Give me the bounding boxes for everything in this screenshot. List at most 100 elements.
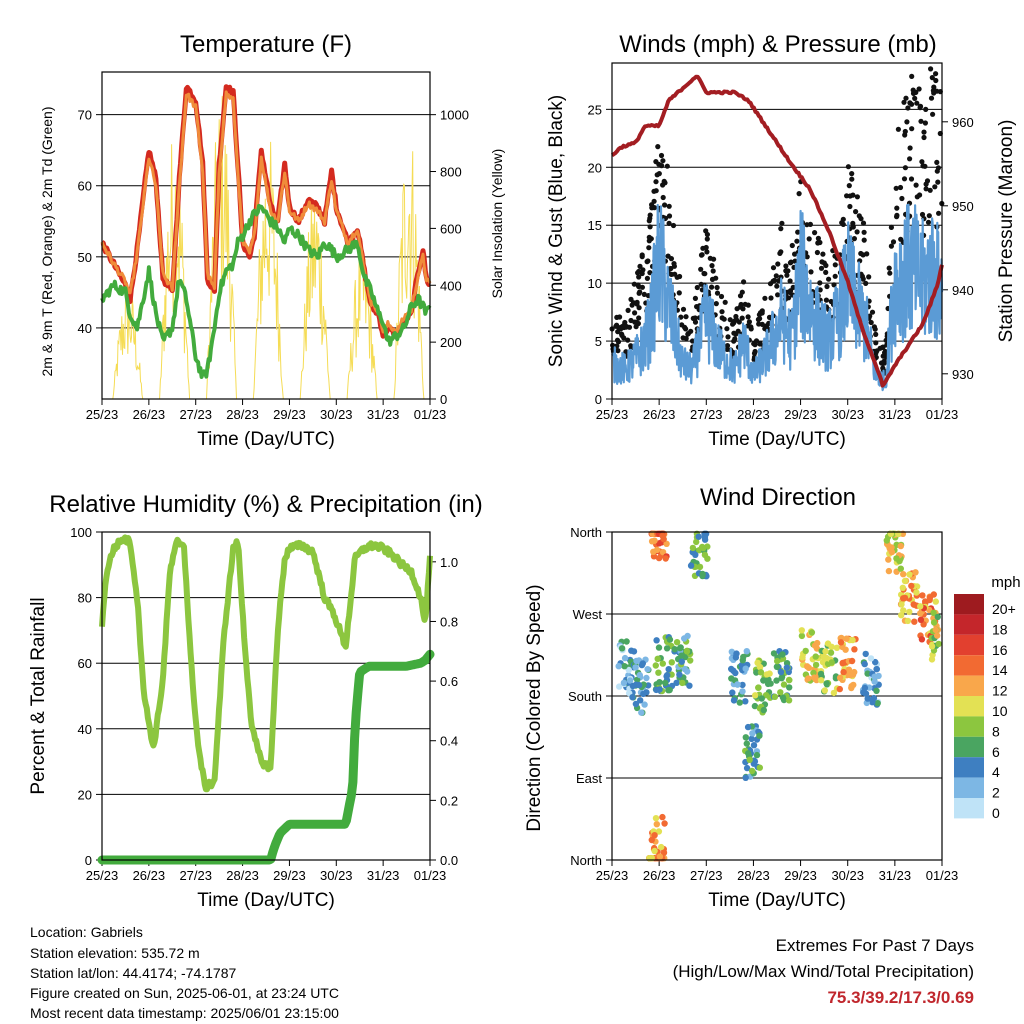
gust-point — [775, 292, 781, 298]
legend-swatch — [954, 675, 984, 696]
gust-point — [806, 236, 812, 242]
direction-point — [873, 665, 880, 673]
gust-point — [893, 185, 899, 191]
y2-tick-label: 0.6 — [440, 674, 458, 689]
gust-point — [930, 111, 936, 117]
gust-point — [901, 99, 907, 105]
gust-point — [615, 339, 622, 345]
direction-point — [842, 646, 849, 653]
y-tick-label: North — [570, 525, 602, 540]
x-tick-label: 25/23 — [596, 868, 629, 883]
direction-point — [822, 648, 829, 655]
direction-point — [623, 638, 630, 645]
gust-point — [703, 228, 709, 234]
direction-point — [774, 657, 781, 665]
gust-point — [666, 203, 672, 209]
gust-point — [934, 159, 940, 165]
gust-point — [814, 249, 821, 256]
x-axis-label: Time (Day/UTC) — [197, 890, 335, 911]
gust-point — [894, 212, 900, 218]
direction-point — [786, 676, 793, 684]
gust-point — [898, 236, 904, 242]
direction-point — [663, 540, 670, 547]
speed-legend: mph 20+ 18 16 14 12 10 8 6 4 2 0 — [954, 574, 1021, 821]
legend-swatch — [954, 594, 984, 615]
direction-point — [634, 676, 641, 683]
gust-point — [779, 220, 785, 226]
direction-point — [655, 554, 663, 562]
direction-point — [639, 660, 646, 667]
gust-point — [853, 209, 859, 215]
legend-swatch — [954, 736, 984, 758]
direction-point — [729, 689, 736, 696]
gust-point — [849, 176, 855, 182]
direction-point — [643, 689, 650, 696]
x-tick-label: 01/23 — [926, 868, 959, 883]
gust-point — [628, 317, 634, 324]
y-tick-label: West — [573, 607, 603, 622]
gust-point — [812, 230, 818, 236]
gust-point — [647, 212, 653, 218]
gust-point — [908, 176, 915, 182]
gust-point — [820, 251, 826, 257]
direction-point — [701, 534, 709, 541]
gust-point — [635, 282, 641, 288]
direction-point — [833, 644, 841, 651]
gust-point — [917, 105, 923, 111]
precipitation-series — [97, 649, 435, 865]
y-tick-label: 0 — [595, 392, 602, 407]
gust-point — [718, 293, 725, 300]
gust-point — [914, 100, 920, 106]
gust-point — [826, 276, 832, 282]
y-tick-label: 70 — [78, 108, 92, 123]
direction-point — [752, 692, 759, 699]
direction-point — [778, 675, 785, 682]
x-tick-label: 25/23 — [596, 407, 629, 422]
gust-point — [636, 315, 642, 321]
y-tick-label: 100 — [70, 525, 92, 540]
x-tick-label: 26/23 — [133, 868, 166, 883]
gust-point — [934, 88, 940, 94]
direction-point — [848, 684, 855, 692]
gust-point — [745, 302, 751, 308]
y-tick-label: 25 — [588, 102, 602, 117]
y-tick-label: 15 — [588, 218, 602, 233]
gust-point — [682, 324, 688, 330]
gust-point — [894, 205, 900, 211]
direction-point — [658, 843, 665, 851]
panel-title: Wind Direction — [700, 484, 856, 511]
gust-point — [677, 273, 683, 280]
gust-point — [698, 266, 704, 272]
direction-point — [678, 658, 685, 665]
extremes-description: (High/Low/Max Wind/Total Precipitation) — [672, 962, 974, 981]
gust-point — [851, 236, 858, 242]
y-axis-label: 2m & 9m T (Red, Orange) & 2m Td (Green) — [39, 107, 55, 377]
gust-point — [895, 126, 902, 132]
gust-point — [931, 84, 937, 90]
panel-1: Temperature (F) 40 50 60 70 25/23 26/23 27/23 28… — [39, 31, 505, 450]
direction-point — [770, 650, 778, 657]
gust-point — [647, 224, 653, 230]
gust-point — [759, 310, 765, 316]
x-tick-label: 27/23 — [179, 407, 212, 422]
x-axis-label: Time (Day/UTC) — [708, 429, 846, 450]
direction-point — [701, 551, 709, 559]
panel-3: Relative Humidity (%) & Precipitation (i… — [28, 491, 483, 911]
gust-point — [651, 205, 658, 211]
gust-point — [632, 310, 638, 316]
panel-title: Temperature (F) — [180, 31, 352, 58]
direction-point — [885, 556, 892, 563]
x-tick-label: 30/23 — [831, 407, 864, 422]
y-tick-label: 60 — [78, 179, 92, 194]
gust-point — [933, 77, 939, 84]
gust-point — [815, 235, 822, 241]
direction-point — [777, 668, 785, 676]
gust-point — [636, 274, 642, 280]
direction-point — [874, 700, 881, 707]
direction-point — [748, 735, 755, 743]
direction-point — [901, 594, 909, 602]
direction-point — [935, 640, 942, 648]
gust-point — [745, 314, 751, 320]
y-tick-label: 0 — [85, 853, 92, 868]
gust-point — [874, 348, 880, 354]
